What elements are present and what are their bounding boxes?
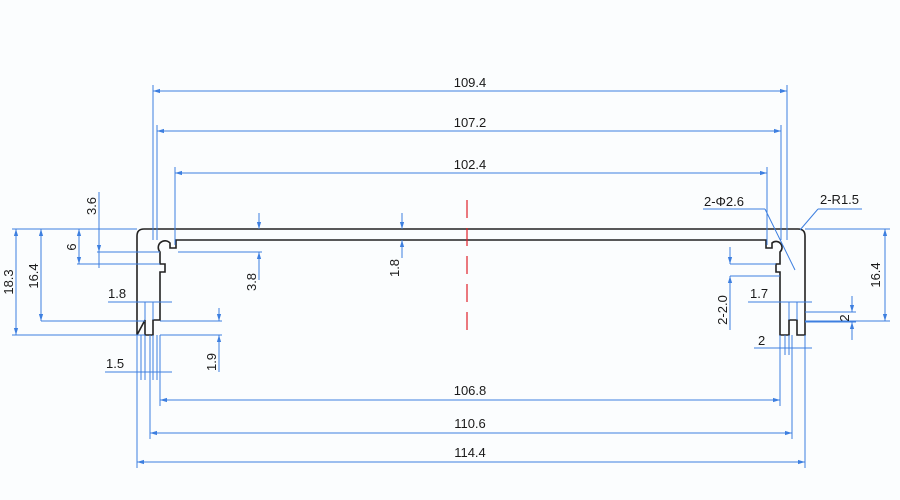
dim-hole: 2-Φ2.6	[703, 194, 796, 271]
dim-left-slot-width: 1.8	[108, 286, 172, 320]
dim-radius: 2-R1.5	[799, 192, 862, 231]
dim-left-groove: 6	[64, 229, 160, 265]
dim-label: 102.4	[454, 157, 487, 172]
dim-label: 114.4	[454, 445, 486, 460]
dim-right-leg-width: 2	[754, 333, 812, 355]
dim-bottom-inner: 106.8	[159, 335, 781, 406]
dim-label: 3.8	[244, 273, 259, 291]
dim-top-outer: 109.4	[152, 75, 788, 240]
dim-label: 106.8	[454, 383, 487, 398]
dim-label: 2-R1.5	[820, 192, 859, 207]
dim-top-inner: 102.4	[174, 157, 768, 245]
dim-right-slot-depth: 2	[805, 296, 856, 340]
dim-right-slot-width: 1.7	[748, 286, 812, 320]
dim-label: 1.7	[750, 286, 768, 301]
dim-label: 1.8	[108, 286, 126, 301]
dim-top-thickness-left: 3.8	[178, 213, 262, 291]
dim-label: 109.4	[454, 75, 487, 90]
dim-label: 6	[64, 243, 79, 250]
dim-bottom-outer: 114.4	[136, 335, 806, 468]
dim-label: 2	[758, 333, 765, 348]
dim-label: 1.5	[106, 356, 124, 371]
dim-label: 16.4	[26, 263, 41, 288]
dim-label: 2-Φ2.6	[704, 194, 744, 209]
dim-label: 3.6	[84, 197, 99, 215]
dim-label: 1.9	[204, 353, 219, 371]
dim-left-total-height: 18.3	[1, 228, 145, 336]
dim-label: 1.8	[387, 259, 402, 277]
dim-label: 18.3	[1, 269, 16, 294]
dim-left-leg-width: 1.5	[105, 335, 172, 380]
dim-top-thickness-center: 1.8	[387, 213, 405, 277]
dim-bottom-mid: 110.6	[149, 335, 793, 439]
dim-right-height: 16.4	[805, 228, 890, 322]
dim-label: 110.6	[454, 416, 486, 431]
profile-outline	[136, 228, 806, 336]
dim-label: 2-2.0	[715, 295, 730, 325]
dim-label: 16.4	[868, 262, 883, 287]
dim-left-offset: 3.6	[84, 192, 160, 268]
dim-left-height: 16.4	[26, 229, 145, 322]
dim-label: 2	[837, 314, 852, 321]
dim-top-mid: 107.2	[156, 115, 782, 240]
dim-label: 107.2	[454, 115, 487, 130]
dim-right-groove: 2-2.0	[715, 247, 780, 330]
dim-left-slot-depth: 1.9	[160, 308, 222, 372]
